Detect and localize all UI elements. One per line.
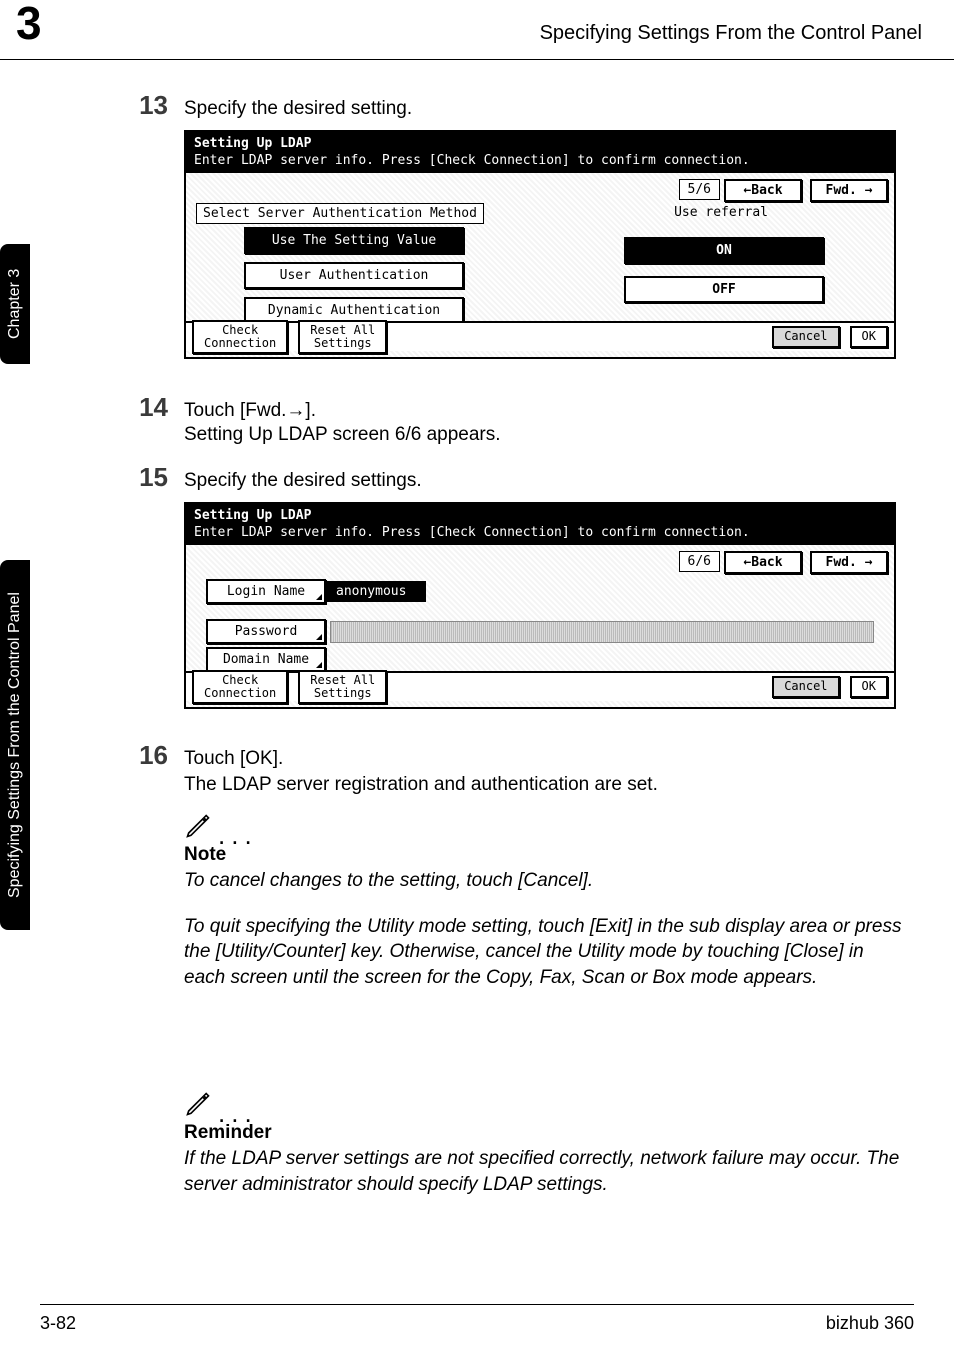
pencil-icon <box>184 1090 212 1118</box>
lcd1-auth-options: Use The Setting Value User Authenticatio… <box>244 227 484 332</box>
note-block: ... Note To cancel changes to the settin… <box>124 812 914 991</box>
pencil-icon <box>184 812 212 840</box>
step-14-subtext-wrap: Setting Up LDAP screen 6/6 appears. <box>124 424 914 446</box>
step-13-row: 13 Specify the desired setting. <box>124 90 914 121</box>
lcd1-fwd-button[interactable]: Fwd. → <box>810 179 888 202</box>
lcd-panel-1: Setting Up LDAP Enter LDAP server info. … <box>184 130 896 359</box>
step-14-text: Touch [Fwd.→]. <box>184 400 316 422</box>
lcd2-page-indicator: 6/6 <box>679 551 720 572</box>
chapter-number: 3 <box>16 0 42 50</box>
lcd1-footer: Check Connection Reset All Settings Canc… <box>186 321 894 351</box>
lcd2-row-login: Login Name anonymous <box>206 579 874 604</box>
page-header: 3 Specifying Settings From the Control P… <box>0 0 954 60</box>
lcd2-ok-button[interactable]: OK <box>850 676 888 697</box>
lcd1-title: Setting Up LDAP <box>186 132 894 153</box>
lcd-panel-1-wrap: Setting Up LDAP Enter LDAP server info. … <box>124 130 914 359</box>
step-15-text: Specify the desired settings. <box>184 470 422 492</box>
reminder-paragraph-1: If the LDAP server settings are not spec… <box>184 1146 904 1197</box>
lcd2-cancel-button[interactable]: Cancel <box>772 676 839 697</box>
step-14-number: 14 <box>124 392 168 423</box>
reminder-heading: Reminder <box>184 1122 914 1144</box>
lcd2-domain-name-button[interactable]: Domain Name <box>206 647 326 672</box>
step-16-row: 16 Touch [OK]. <box>124 740 914 771</box>
side-tab-chapter: Chapter 3 <box>0 244 30 364</box>
header-title: Specifying Settings From the Control Pan… <box>540 22 922 45</box>
lcd2-back-button[interactable]: ←Back <box>724 551 802 574</box>
lcd2-password-value <box>330 621 874 643</box>
lcd2-row-domain: Domain Name <box>206 647 874 672</box>
lcd1-subtitle: Enter LDAP server info. Press [Check Con… <box>186 153 894 173</box>
lcd2-footer: Check Connection Reset All Settings Canc… <box>186 671 894 701</box>
step-14-row: 14 Touch [Fwd.→]. <box>124 392 914 423</box>
lcd1-right-section-label: Use referral <box>668 203 774 222</box>
lcd1-opt-use-setting-value[interactable]: Use The Setting Value <box>244 227 464 254</box>
lcd2-body: 6/6 ←Back Fwd. → Login Name anonymous Pa… <box>186 545 894 707</box>
lcd1-referral-on[interactable]: ON <box>624 237 824 264</box>
lcd1-referral-toggle: ON OFF <box>614 237 834 315</box>
ellipsis-icon: ... <box>218 1108 258 1118</box>
lcd2-fwd-button[interactable]: Fwd. → <box>810 551 888 574</box>
lcd-panel-2-wrap: Setting Up LDAP Enter LDAP server info. … <box>124 502 914 709</box>
page-footer: 3-82 bizhub 360 <box>40 1304 914 1334</box>
lcd2-subtitle: Enter LDAP server info. Press [Check Con… <box>186 525 894 545</box>
step-14-subtext: Setting Up LDAP screen 6/6 appears. <box>184 424 914 446</box>
step-13-number: 13 <box>124 90 168 121</box>
note-heading: Note <box>184 844 914 866</box>
step-16-subtext: The LDAP server registration and authent… <box>184 774 914 796</box>
lcd1-body: 5/6 ←Back Fwd. → Select Server Authentic… <box>186 173 894 357</box>
side-tab-section: Specifying Settings From the Control Pan… <box>0 560 30 930</box>
lcd1-cancel-button[interactable]: Cancel <box>772 326 839 347</box>
reminder-icon: ... <box>184 1090 914 1118</box>
step-16-text: Touch [OK]. <box>184 748 283 770</box>
lcd1-left-section-label: Select Server Authentication Method <box>196 203 484 224</box>
lcd2-login-name-value: anonymous <box>326 581 426 602</box>
step-15-number: 15 <box>124 462 168 493</box>
lcd-panel-2: Setting Up LDAP Enter LDAP server info. … <box>184 502 896 709</box>
lcd1-check-connection-button[interactable]: Check Connection <box>192 320 288 354</box>
note-icon: ... <box>184 812 914 840</box>
lcd2-reset-all-button[interactable]: Reset All Settings <box>298 670 387 704</box>
lcd1-referral-off[interactable]: OFF <box>624 276 824 303</box>
note-paragraph-1: To cancel changes to the setting, touch … <box>184 868 904 894</box>
reminder-block: ... Reminder If the LDAP server settings… <box>124 1090 914 1197</box>
step-15-row: 15 Specify the desired settings. <box>124 462 914 493</box>
lcd2-check-connection-button[interactable]: Check Connection <box>192 670 288 704</box>
lcd1-reset-all-button[interactable]: Reset All Settings <box>298 320 387 354</box>
lcd1-page-indicator: 5/6 <box>679 179 720 200</box>
step-13-text: Specify the desired setting. <box>184 98 412 120</box>
lcd2-row-password: Password <box>206 619 874 644</box>
step-16-subtext-wrap: The LDAP server registration and authent… <box>124 774 914 796</box>
note-paragraph-2: To quit specifying the Utility mode sett… <box>184 914 904 991</box>
lcd1-back-button[interactable]: ←Back <box>724 179 802 202</box>
ellipsis-icon: ... <box>218 830 258 840</box>
lcd1-ok-button[interactable]: OK <box>850 326 888 347</box>
lcd2-login-name-button[interactable]: Login Name <box>206 579 326 604</box>
lcd2-title: Setting Up LDAP <box>186 504 894 525</box>
product-name: bizhub 360 <box>826 1313 914 1334</box>
lcd1-opt-user-auth[interactable]: User Authentication <box>244 262 464 289</box>
step-16-number: 16 <box>124 740 168 771</box>
lcd2-password-button[interactable]: Password <box>206 619 326 644</box>
page-number: 3-82 <box>40 1313 76 1334</box>
